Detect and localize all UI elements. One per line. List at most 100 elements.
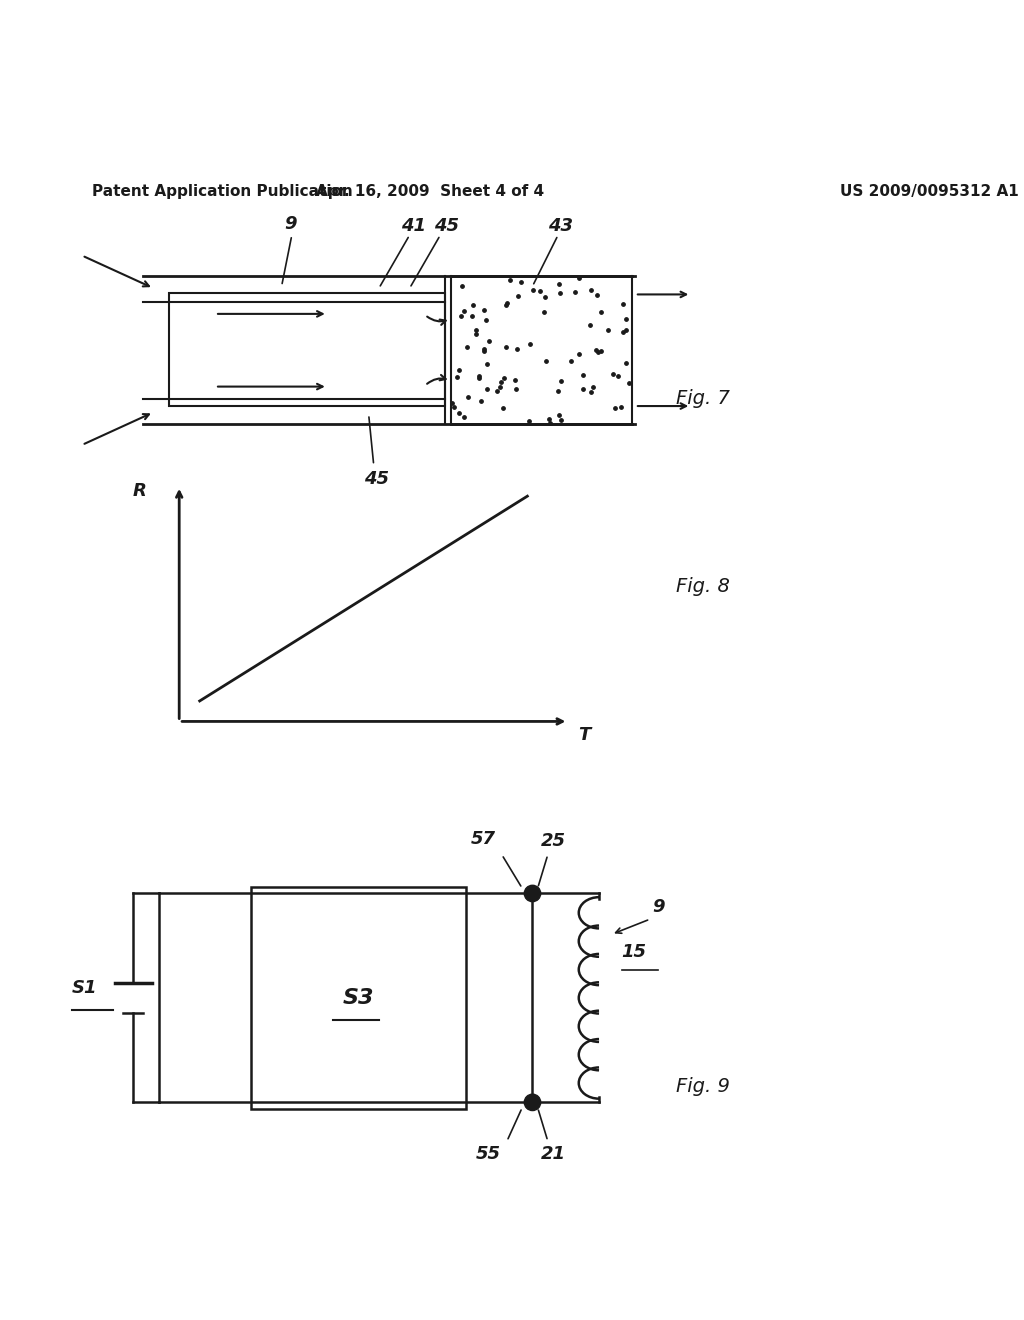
Point	[468, 319, 484, 341]
Point	[476, 338, 493, 359]
Text: US 2009/0095312 A1: US 2009/0095312 A1	[840, 183, 1019, 199]
Point	[499, 293, 515, 314]
Point	[507, 379, 523, 400]
Text: Apr. 16, 2009  Sheet 4 of 4: Apr. 16, 2009 Sheet 4 of 4	[316, 183, 544, 199]
Point	[451, 403, 467, 424]
Point	[593, 301, 609, 322]
Point	[471, 366, 487, 387]
Point	[612, 396, 629, 417]
Text: 41: 41	[401, 216, 426, 235]
Point	[588, 339, 604, 360]
Point	[464, 306, 480, 327]
Point	[520, 411, 537, 432]
Text: 21: 21	[541, 1144, 565, 1163]
Point	[494, 372, 510, 393]
Text: 45: 45	[434, 216, 459, 235]
Point	[492, 376, 508, 397]
Point	[617, 319, 634, 341]
Point	[618, 352, 635, 374]
Point	[536, 302, 552, 323]
Text: S3: S3	[343, 987, 374, 1008]
Text: 43: 43	[548, 216, 572, 235]
Point	[551, 275, 567, 296]
Point	[459, 337, 475, 358]
Point	[446, 396, 463, 417]
Text: 57: 57	[471, 830, 496, 849]
Point	[583, 314, 599, 335]
Point	[553, 371, 569, 392]
Point	[590, 342, 606, 363]
Text: Fig. 7: Fig. 7	[676, 389, 730, 408]
Point	[502, 269, 518, 290]
Point	[478, 379, 495, 400]
Point	[551, 404, 567, 425]
Point	[522, 334, 539, 355]
Point	[456, 407, 472, 428]
Point	[475, 341, 492, 362]
Point	[465, 294, 481, 315]
Point	[471, 368, 487, 389]
Point	[451, 360, 467, 381]
Point	[604, 364, 621, 385]
Point	[551, 282, 567, 304]
Circle shape	[524, 886, 541, 902]
Point	[443, 392, 460, 413]
Point	[473, 389, 489, 411]
Point	[509, 338, 525, 359]
Point	[489, 380, 506, 401]
Point	[553, 409, 569, 430]
Point	[525, 279, 542, 300]
Point	[478, 309, 495, 330]
Point	[455, 276, 471, 297]
Point	[614, 321, 631, 342]
Point	[607, 397, 624, 418]
Point	[449, 367, 465, 388]
Point	[537, 286, 553, 308]
Point	[566, 281, 583, 302]
Point	[478, 352, 495, 374]
Point	[585, 378, 601, 399]
Point	[570, 268, 587, 289]
Point	[599, 319, 615, 341]
Text: 15: 15	[622, 942, 646, 961]
Point	[498, 337, 514, 358]
Point	[453, 306, 469, 327]
Point	[475, 300, 492, 321]
Point	[496, 397, 512, 418]
Bar	[169, 293, 445, 407]
Bar	[251, 887, 466, 1109]
Point	[498, 294, 514, 315]
Point	[513, 271, 529, 292]
Text: 45: 45	[364, 470, 388, 488]
Point	[460, 387, 476, 408]
Text: S1: S1	[72, 979, 97, 997]
Text: Patent Application Publication: Patent Application Publication	[92, 183, 353, 199]
Point	[575, 364, 592, 385]
Circle shape	[524, 1094, 541, 1110]
Point	[541, 408, 557, 429]
Point	[468, 323, 484, 345]
Text: 9: 9	[652, 898, 665, 916]
Point	[570, 343, 587, 364]
Point	[562, 351, 579, 372]
Point	[574, 378, 591, 399]
Point	[550, 380, 566, 401]
Point	[618, 308, 635, 329]
Point	[532, 281, 549, 302]
Text: 9: 9	[285, 215, 297, 232]
Point	[496, 367, 512, 388]
Point	[583, 381, 599, 403]
Point	[583, 279, 599, 300]
Point	[510, 285, 526, 306]
Point	[507, 370, 523, 391]
Text: 55: 55	[476, 1144, 501, 1163]
Text: R: R	[133, 482, 147, 500]
Point	[589, 285, 605, 306]
Text: Fig. 8: Fig. 8	[676, 577, 730, 595]
Text: Fig. 9: Fig. 9	[676, 1077, 730, 1096]
Point	[481, 330, 498, 351]
Text: 25: 25	[541, 833, 565, 850]
Point	[456, 301, 472, 322]
Point	[542, 413, 558, 434]
Point	[622, 372, 638, 393]
